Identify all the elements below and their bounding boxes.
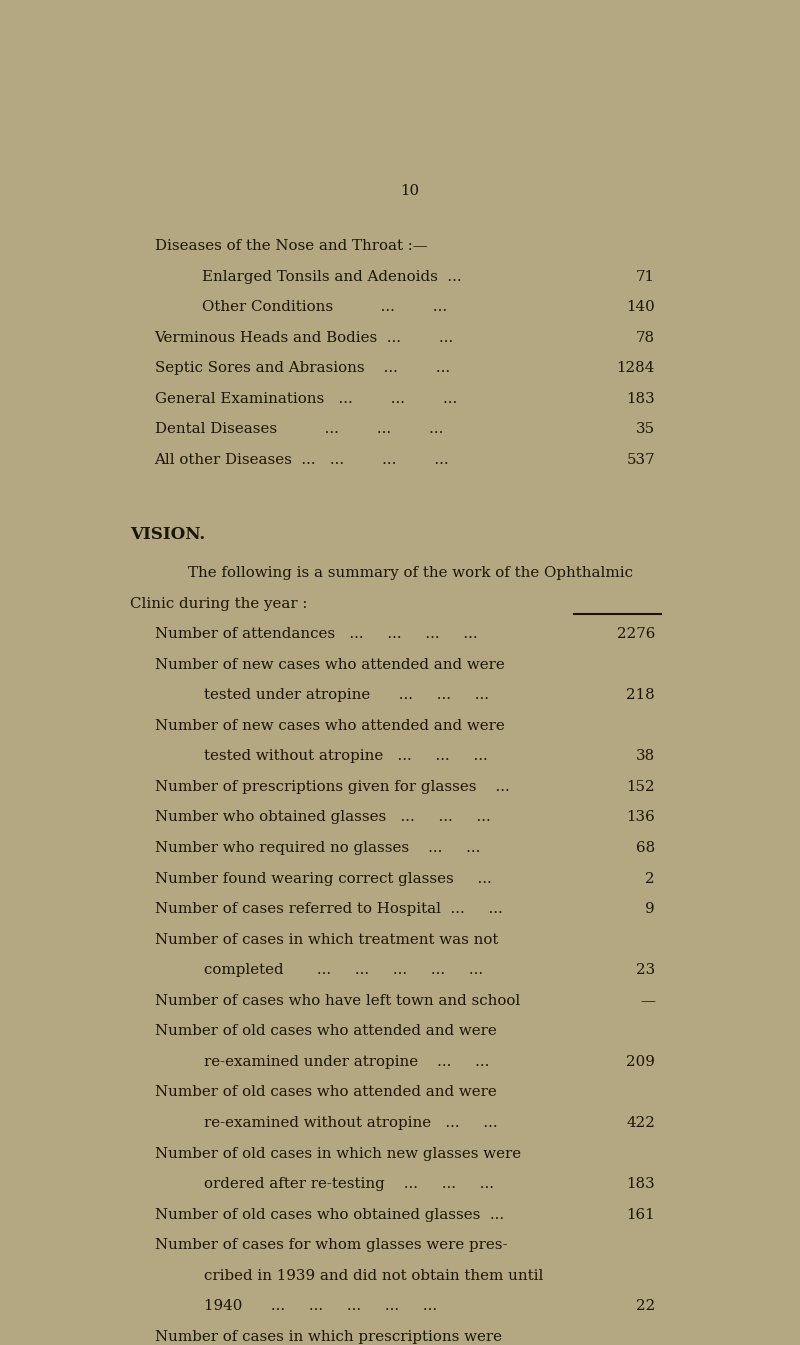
Text: Other Conditions          ...        ...: Other Conditions ... ... [202, 300, 447, 315]
Text: Number of attendances   ...     ...     ...     ...: Number of attendances ... ... ... ... [154, 627, 477, 642]
Text: Number of new cases who attended and were: Number of new cases who attended and wer… [154, 658, 504, 671]
Text: 537: 537 [626, 453, 655, 467]
Text: Verminous Heads and Bodies  ...        ...: Verminous Heads and Bodies ... ... [154, 331, 454, 344]
Text: 2: 2 [646, 872, 655, 885]
Text: Number of cases who have left town and school: Number of cases who have left town and s… [154, 994, 520, 1007]
Text: Number of old cases who obtained glasses  ...: Number of old cases who obtained glasses… [154, 1208, 504, 1221]
Text: 136: 136 [626, 811, 655, 824]
Text: 71: 71 [636, 270, 655, 284]
Text: 1284: 1284 [617, 362, 655, 375]
Text: 68: 68 [636, 841, 655, 855]
Text: Number of old cases who attended and were: Number of old cases who attended and wer… [154, 1085, 496, 1099]
Text: 2276: 2276 [617, 627, 655, 642]
Text: Number who obtained glasses   ...     ...     ...: Number who obtained glasses ... ... ... [154, 811, 490, 824]
Text: Number who required no glasses    ...     ...: Number who required no glasses ... ... [154, 841, 480, 855]
Text: 23: 23 [636, 963, 655, 978]
Text: 209: 209 [626, 1054, 655, 1069]
Text: Number found wearing correct glasses     ...: Number found wearing correct glasses ... [154, 872, 491, 885]
Text: 9: 9 [646, 902, 655, 916]
Text: Number of old cases in which new glasses were: Number of old cases in which new glasses… [154, 1146, 521, 1161]
Text: 22: 22 [636, 1299, 655, 1313]
Text: 78: 78 [636, 331, 655, 344]
Text: 218: 218 [626, 689, 655, 702]
Text: 38: 38 [636, 749, 655, 764]
Text: tested without atropine   ...     ...     ...: tested without atropine ... ... ... [204, 749, 488, 764]
Text: VISION.: VISION. [130, 526, 206, 543]
Text: re-examined under atropine    ...     ...: re-examined under atropine ... ... [204, 1054, 490, 1069]
Text: Septic Sores and Abrasions    ...        ...: Septic Sores and Abrasions ... ... [154, 362, 450, 375]
Text: Number of prescriptions given for glasses    ...: Number of prescriptions given for glasse… [154, 780, 510, 794]
Text: All other Diseases  ...   ...        ...        ...: All other Diseases ... ... ... ... [154, 453, 449, 467]
Text: 152: 152 [626, 780, 655, 794]
Text: completed       ...     ...     ...     ...     ...: completed ... ... ... ... ... [204, 963, 483, 978]
Text: General Examinations   ...        ...        ...: General Examinations ... ... ... [154, 391, 457, 406]
Text: tested under atropine      ...     ...     ...: tested under atropine ... ... ... [204, 689, 489, 702]
Text: Number of cases for whom glasses were pres-: Number of cases for whom glasses were pr… [154, 1239, 507, 1252]
Text: 161: 161 [626, 1208, 655, 1221]
Text: cribed in 1939 and did not obtain them until: cribed in 1939 and did not obtain them u… [204, 1268, 543, 1283]
Text: 140: 140 [626, 300, 655, 315]
Text: Clinic during the year :: Clinic during the year : [130, 597, 307, 611]
Text: Diseases of the Nose and Throat :—: Diseases of the Nose and Throat :— [154, 239, 427, 253]
Text: 183: 183 [626, 1177, 655, 1192]
Text: Dental Diseases          ...        ...        ...: Dental Diseases ... ... ... [154, 422, 443, 437]
Text: The following is a summary of the work of the Ophthalmic: The following is a summary of the work o… [187, 566, 633, 580]
Text: Number of new cases who attended and were: Number of new cases who attended and wer… [154, 718, 504, 733]
Text: 1940      ...     ...     ...     ...     ...: 1940 ... ... ... ... ... [204, 1299, 438, 1313]
Text: 183: 183 [626, 391, 655, 406]
Text: —: — [640, 994, 655, 1007]
Text: ordered after re-testing    ...     ...     ...: ordered after re-testing ... ... ... [204, 1177, 494, 1192]
Text: Number of cases in which treatment was not: Number of cases in which treatment was n… [154, 932, 498, 947]
Text: 35: 35 [636, 422, 655, 437]
Text: 10: 10 [401, 184, 419, 198]
Text: 422: 422 [626, 1116, 655, 1130]
Text: re-examined without atropine   ...     ...: re-examined without atropine ... ... [204, 1116, 498, 1130]
Text: Number of cases in which prescriptions were: Number of cases in which prescriptions w… [154, 1330, 502, 1344]
Text: Number of old cases who attended and were: Number of old cases who attended and wer… [154, 1025, 496, 1038]
Text: Number of cases referred to Hospital  ...     ...: Number of cases referred to Hospital ...… [154, 902, 502, 916]
Text: Enlarged Tonsils and Adenoids  ...: Enlarged Tonsils and Adenoids ... [202, 270, 462, 284]
